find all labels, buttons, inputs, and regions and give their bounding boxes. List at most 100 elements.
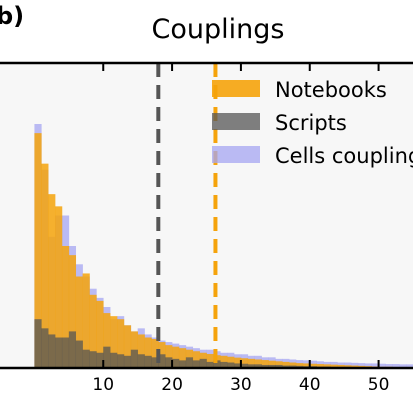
scripts-bar — [41, 328, 49, 368]
notebooks-bar — [41, 163, 49, 368]
notebooks-bar — [137, 334, 145, 368]
notebooks-bar — [268, 360, 276, 368]
notebooks-bar — [261, 360, 269, 368]
notebooks-bar — [48, 194, 56, 368]
legend-swatch-notebooks — [212, 80, 260, 97]
scripts-bar — [75, 340, 83, 368]
notebooks-bar — [289, 362, 297, 368]
notebooks-bar — [282, 361, 290, 368]
scripts-bar — [117, 354, 125, 368]
notebooks-bar — [96, 300, 104, 368]
notebooks-bar — [192, 351, 200, 368]
legend-label-notebooks: Notebooks — [275, 78, 387, 102]
cells-couplings-bar — [364, 363, 372, 368]
scripts-bars — [34, 319, 413, 368]
legend: Notebooks Scripts Cells couplings — [212, 78, 413, 168]
scripts-bar — [89, 351, 97, 368]
scripts-bar — [268, 364, 276, 368]
cells-couplings-bar — [392, 364, 400, 368]
notebooks-bar — [144, 337, 152, 368]
notebooks-bar — [178, 348, 187, 368]
scripts-bar — [96, 352, 104, 368]
notebooks-bar — [275, 361, 283, 368]
scripts-bar — [137, 354, 145, 368]
scripts-bar — [165, 357, 173, 368]
notebooks-bar — [123, 325, 132, 368]
scripts-bar — [213, 360, 221, 368]
notebooks-bar — [240, 358, 249, 368]
notebooks-bar — [82, 273, 90, 368]
scripts-bar — [227, 362, 235, 368]
scripts-bar — [275, 364, 283, 368]
cells-couplings-bar — [378, 363, 386, 368]
scripts-bar — [82, 349, 90, 368]
scripts-bar — [192, 360, 200, 368]
notebooks-bar — [234, 357, 242, 368]
notebooks-bar — [337, 364, 345, 368]
legend-swatch-scripts — [212, 113, 260, 130]
x-tick-label: 20 — [161, 375, 183, 395]
notebooks-bar — [344, 365, 352, 368]
notebooks-bar — [302, 363, 311, 368]
scripts-bar — [158, 354, 166, 368]
notebooks-bar — [34, 133, 42, 368]
x-tick-label: 10 — [92, 375, 114, 395]
scripts-bar — [185, 357, 194, 368]
notebooks-bar — [61, 246, 70, 368]
panel-label: b) — [0, 2, 24, 30]
notebooks-bar — [55, 206, 63, 368]
notebooks-bar — [227, 356, 235, 368]
x-axis-ticks: 10 20 30 40 50 — [92, 63, 389, 395]
notebooks-bar — [165, 345, 173, 368]
x-tick-label: 40 — [299, 375, 321, 395]
scripts-bar — [254, 364, 262, 368]
notebooks-bar — [103, 313, 111, 368]
scripts-bar — [144, 355, 152, 368]
notebooks-bar — [295, 363, 304, 368]
notebooks-bar — [117, 319, 125, 368]
scripts-bar — [55, 337, 63, 368]
scripts-bar — [110, 352, 118, 368]
cells-couplings-bar — [357, 363, 366, 368]
notebooks-bar — [323, 364, 331, 368]
notebooks-bar — [316, 364, 324, 368]
cells-couplings-bar — [385, 364, 393, 368]
scripts-bar — [68, 331, 77, 368]
cells-couplings-bar — [406, 364, 413, 368]
scripts-bar — [130, 349, 138, 368]
scripts-bar — [123, 355, 132, 368]
scripts-bar — [234, 363, 242, 368]
notebooks-bar — [247, 358, 255, 368]
scripts-bar — [240, 363, 249, 368]
scripts-bar — [61, 337, 70, 368]
scripts-bar — [48, 334, 56, 368]
scripts-bar — [103, 346, 111, 368]
scripts-bar — [220, 361, 228, 368]
scripts-bar — [34, 319, 42, 368]
notebooks-bar — [68, 255, 77, 368]
scripts-bar — [261, 364, 269, 368]
cells-couplings-bar — [351, 362, 359, 368]
legend-label-scripts: Scripts — [275, 111, 347, 135]
scripts-bar — [178, 360, 187, 368]
notebooks-bar — [75, 276, 83, 368]
legend-swatch-cells-couplings — [212, 146, 260, 163]
scripts-bar — [199, 358, 207, 368]
cells-couplings-bar — [399, 364, 407, 368]
scripts-bar — [247, 364, 255, 368]
plot-frame — [0, 61, 413, 370]
notebooks-bar — [254, 359, 262, 368]
notebooks-bar — [206, 353, 214, 368]
scripts-bar — [172, 358, 180, 368]
x-tick-label: 50 — [368, 375, 390, 395]
notebooks-bar — [330, 364, 338, 368]
notebooks-bar — [151, 339, 159, 368]
legend-label-cells-couplings: Cells couplings — [275, 144, 413, 168]
cells-couplings-bar — [371, 363, 379, 368]
chart-title: Couplings — [152, 14, 285, 45]
notebooks-bar — [89, 294, 97, 368]
notebooks-bar — [172, 346, 180, 368]
scripts-bar — [206, 361, 214, 368]
notebooks-bar — [309, 363, 317, 368]
